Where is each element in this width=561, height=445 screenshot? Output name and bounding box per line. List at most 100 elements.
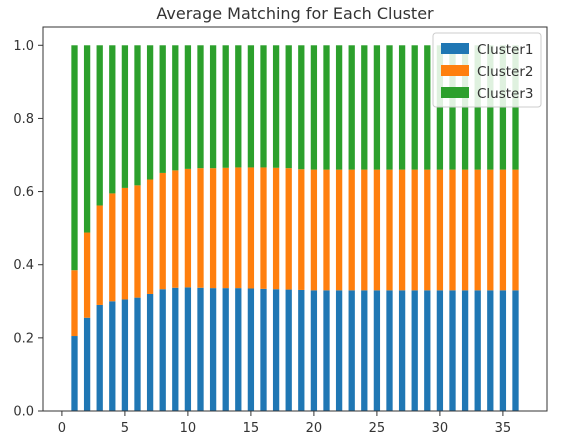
bar-cluster1-x4 (109, 301, 116, 411)
chart-title: Average Matching for Each Cluster (156, 4, 434, 23)
bar-cluster1-x29 (424, 290, 431, 411)
bar-cluster1-x31 (449, 290, 456, 411)
bar-cluster2-x18 (285, 168, 292, 290)
bar-cluster1-x21 (323, 290, 330, 411)
bar-cluster2-x14 (235, 167, 242, 289)
bar-cluster2-x23 (348, 169, 355, 291)
y-tick-label: 0.6 (13, 185, 34, 200)
bar-cluster2-x7 (146, 179, 154, 294)
bar-cluster3-x19 (298, 45, 305, 170)
bar-cluster1-x23 (348, 290, 355, 411)
bar-cluster2-x31 (449, 169, 456, 291)
bars-layer (71, 45, 519, 411)
legend-swatch-cluster3 (441, 87, 469, 98)
bar-cluster2-x4 (109, 193, 116, 302)
bar-cluster1-x12 (209, 288, 217, 411)
bar-cluster2-x11 (197, 168, 204, 288)
bar-cluster2-x35 (499, 169, 507, 291)
bar-cluster3-x12 (209, 45, 217, 169)
bar-cluster1-x15 (247, 288, 255, 411)
bar-cluster1-x9 (172, 287, 179, 411)
bar-cluster2-x28 (411, 169, 418, 291)
bar-cluster2-x3 (96, 205, 103, 305)
legend-swatch-cluster1 (441, 43, 469, 54)
bar-cluster2-x19 (298, 169, 305, 290)
x-tick-label: 25 (369, 421, 386, 436)
bar-cluster1-x17 (272, 289, 280, 411)
bar-cluster3-x15 (247, 45, 255, 168)
x-tick-label: 10 (180, 421, 197, 436)
bar-cluster2-x27 (398, 169, 406, 291)
x-tick-label: 0 (58, 421, 66, 436)
bar-cluster3-x2 (83, 45, 91, 233)
bar-cluster2-x8 (159, 172, 166, 290)
bar-cluster2-x2 (83, 232, 91, 318)
bar-cluster3-x23 (348, 45, 355, 170)
bar-cluster3-x16 (260, 45, 267, 168)
bar-cluster1-x24 (361, 290, 368, 411)
bar-cluster2-x20 (310, 169, 318, 291)
bar-cluster3-x5 (121, 45, 129, 188)
bar-cluster1-x27 (398, 290, 406, 411)
bar-cluster1-x6 (134, 297, 141, 411)
y-tick-label: 0.0 (13, 405, 34, 420)
x-tick-label: 35 (495, 421, 512, 436)
bar-cluster1-x34 (487, 290, 494, 411)
bar-cluster2-x1 (71, 270, 78, 337)
bar-cluster2-x15 (247, 167, 255, 289)
bar-cluster3-x18 (285, 45, 292, 169)
bar-cluster1-x13 (222, 288, 229, 411)
bar-cluster3-x21 (323, 45, 330, 170)
legend: Cluster1 Cluster2 Cluster3 (432, 32, 542, 108)
bar-cluster2-x36 (512, 169, 519, 291)
legend-label-cluster3: Cluster3 (477, 86, 534, 102)
bar-cluster3-x13 (222, 45, 229, 168)
bar-cluster1-x19 (298, 289, 305, 411)
bar-cluster1-x11 (197, 287, 204, 411)
ticks-layer: 0 5 10 15 20 25 30 35 0.0 0.2 0.4 0.6 0.8 1.0 (13, 39, 511, 436)
bar-cluster1-x3 (96, 304, 103, 411)
y-tick-label: 1.0 (13, 39, 34, 54)
bar-cluster3-x8 (159, 45, 166, 173)
legend-label-cluster1: Cluster1 (477, 42, 534, 58)
bar-cluster1-x1 (71, 336, 78, 411)
bar-cluster1-x14 (235, 288, 242, 411)
legend-swatch-cluster2 (441, 65, 469, 76)
bar-cluster2-x22 (335, 169, 343, 291)
bar-cluster1-x33 (474, 290, 481, 411)
bar-cluster2-x26 (386, 169, 393, 291)
bar-cluster3-x17 (272, 45, 280, 168)
bar-cluster3-x26 (386, 45, 393, 170)
bar-cluster2-x16 (260, 167, 267, 289)
bar-cluster3-x28 (411, 45, 418, 170)
bar-cluster1-x2 (83, 317, 91, 411)
x-tick-label: 15 (243, 421, 260, 436)
bar-cluster3-x10 (184, 45, 192, 169)
bar-cluster2-x5 (121, 187, 129, 300)
bar-cluster2-x17 (272, 167, 280, 290)
bar-cluster3-x9 (172, 45, 179, 171)
bar-cluster2-x34 (487, 169, 494, 291)
bar-cluster3-x20 (310, 45, 318, 170)
bar-cluster1-x28 (411, 290, 418, 411)
bar-cluster1-x16 (260, 288, 267, 411)
bar-cluster1-x8 (159, 289, 166, 411)
bar-cluster3-x7 (146, 45, 154, 180)
legend-label-cluster2: Cluster2 (477, 64, 534, 80)
bar-cluster2-x33 (474, 169, 481, 291)
bar-cluster2-x13 (222, 167, 229, 289)
bar-cluster1-x18 (285, 289, 292, 411)
bar-cluster1-x22 (335, 290, 343, 411)
bar-cluster1-x7 (146, 293, 154, 411)
bar-cluster1-x10 (184, 287, 192, 411)
bar-cluster3-x25 (373, 45, 381, 170)
bar-cluster1-x35 (499, 290, 507, 411)
bar-cluster2-x32 (461, 169, 469, 291)
bar-cluster2-x10 (184, 168, 192, 288)
bar-cluster1-x20 (310, 290, 318, 411)
bar-cluster1-x26 (386, 290, 393, 411)
bar-cluster3-x11 (197, 45, 204, 169)
bar-cluster2-x30 (436, 169, 444, 291)
bar-cluster1-x25 (373, 290, 381, 411)
